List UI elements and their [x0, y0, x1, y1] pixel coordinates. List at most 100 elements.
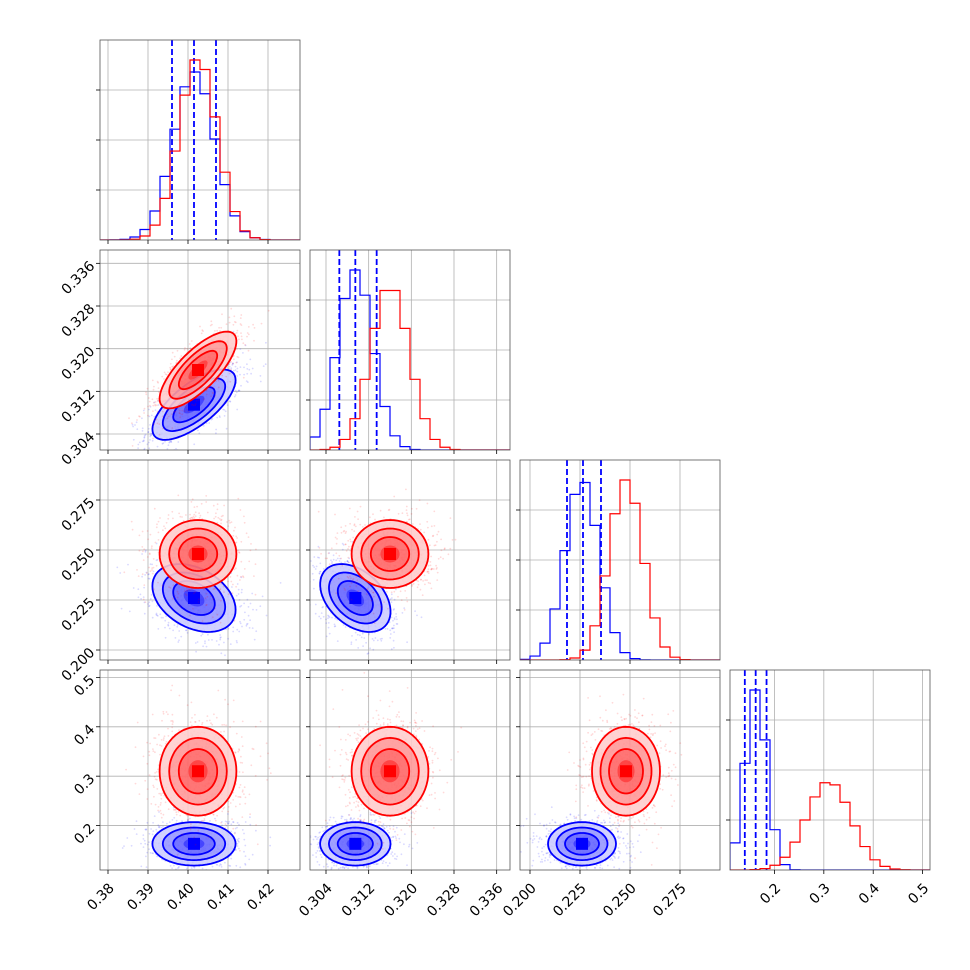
scatter-point	[190, 501, 193, 503]
scatter-point	[241, 588, 243, 591]
scatter-point	[159, 613, 162, 616]
scatter-point	[389, 629, 392, 632]
scatter-point	[240, 324, 243, 326]
scatter-point	[392, 609, 395, 611]
scatter-point	[228, 400, 231, 403]
scatter-point	[236, 628, 239, 631]
contour-line	[168, 340, 228, 400]
scatter-point	[390, 601, 393, 603]
scatter-point	[143, 434, 146, 437]
scatter-point	[144, 574, 147, 576]
scatter-point	[349, 538, 352, 541]
scatter-point	[312, 564, 314, 567]
histogram-series-0	[310, 269, 510, 450]
scatter-point	[147, 431, 150, 433]
scatter-point	[156, 614, 158, 617]
scatter-point	[314, 603, 317, 606]
scatter-point	[155, 458, 157, 460]
scatter-point	[176, 623, 179, 626]
scatter-point	[238, 389, 241, 392]
scatter-point	[233, 529, 235, 532]
scatter-point	[149, 563, 152, 566]
scatter-point	[314, 568, 317, 570]
contour-line	[319, 563, 392, 633]
scatter-point	[249, 602, 252, 605]
scatter-point	[228, 321, 231, 324]
scatter-point	[169, 366, 172, 369]
scatter-point	[237, 549, 239, 552]
scatter-point	[242, 376, 245, 379]
scatter-point	[301, 582, 303, 584]
scatter-point	[169, 362, 172, 365]
scatter-point	[205, 604, 208, 607]
scatter-point	[148, 552, 151, 555]
scatter-point	[174, 595, 177, 597]
scatter-point	[238, 389, 240, 392]
scatter-point	[173, 624, 176, 626]
scatter-point	[147, 573, 150, 576]
scatter-point	[395, 615, 398, 618]
scatter-point	[355, 639, 357, 641]
contour-line	[328, 571, 383, 625]
scatter-point	[303, 587, 305, 589]
scatter-point	[131, 528, 134, 531]
scatter-point	[143, 584, 146, 586]
scatter-point	[156, 410, 159, 413]
scatter-point	[179, 515, 182, 518]
histogram-panel-1	[306, 249, 511, 454]
scatter-point	[201, 633, 204, 635]
scatter-point	[157, 628, 160, 630]
scatter-point	[240, 591, 243, 594]
scatter-point	[245, 623, 248, 626]
scatter-point	[161, 375, 164, 378]
scatter-point	[362, 645, 364, 647]
scatter-point	[205, 645, 208, 648]
scatter-point	[232, 583, 234, 586]
scatter-point	[216, 508, 219, 511]
scatter-point	[240, 540, 243, 543]
scatter-point	[234, 526, 236, 529]
scatter-point	[393, 624, 395, 627]
scatter-point	[233, 358, 235, 361]
scatter-point	[146, 530, 149, 532]
scatter-point	[175, 361, 178, 364]
scatter-point	[221, 374, 224, 377]
scatter-point	[179, 357, 182, 360]
scatter-point	[151, 616, 154, 619]
scatter-point	[228, 519, 231, 522]
scatter-point	[242, 576, 245, 579]
scatter-point	[389, 598, 392, 600]
scatter-point	[152, 404, 155, 407]
scatter-point	[147, 577, 150, 580]
scatter-point	[157, 539, 160, 541]
scatter-point	[149, 434, 152, 436]
scatter-point	[239, 317, 242, 319]
scatter-point	[239, 348, 242, 350]
scatter-point	[240, 575, 242, 578]
scatter-point	[423, 531, 426, 534]
scatter-point	[243, 618, 246, 621]
scatter-point	[251, 592, 254, 595]
scatter-point	[384, 627, 387, 630]
scatter-point	[237, 588, 240, 591]
scatter-point	[359, 634, 361, 637]
scatter-point	[376, 639, 379, 642]
scatter-point	[139, 415, 141, 418]
scatter-point	[229, 400, 232, 403]
scatter-point	[243, 373, 246, 376]
scatter-point	[245, 532, 248, 535]
scatter-point	[180, 635, 183, 638]
scatter-point	[370, 599, 373, 602]
scatter-point	[237, 389, 240, 392]
scatter-point	[243, 366, 245, 369]
scatter-point	[147, 538, 150, 541]
scatter-point	[127, 563, 129, 566]
scatter-point	[191, 403, 193, 406]
scatter-point	[232, 630, 235, 633]
scatter-point	[303, 549, 305, 551]
scatter-point	[247, 326, 250, 328]
scatter-point	[226, 587, 229, 589]
scatter-point	[152, 570, 155, 573]
scatter-point	[322, 606, 324, 608]
scatter-point	[161, 584, 164, 587]
